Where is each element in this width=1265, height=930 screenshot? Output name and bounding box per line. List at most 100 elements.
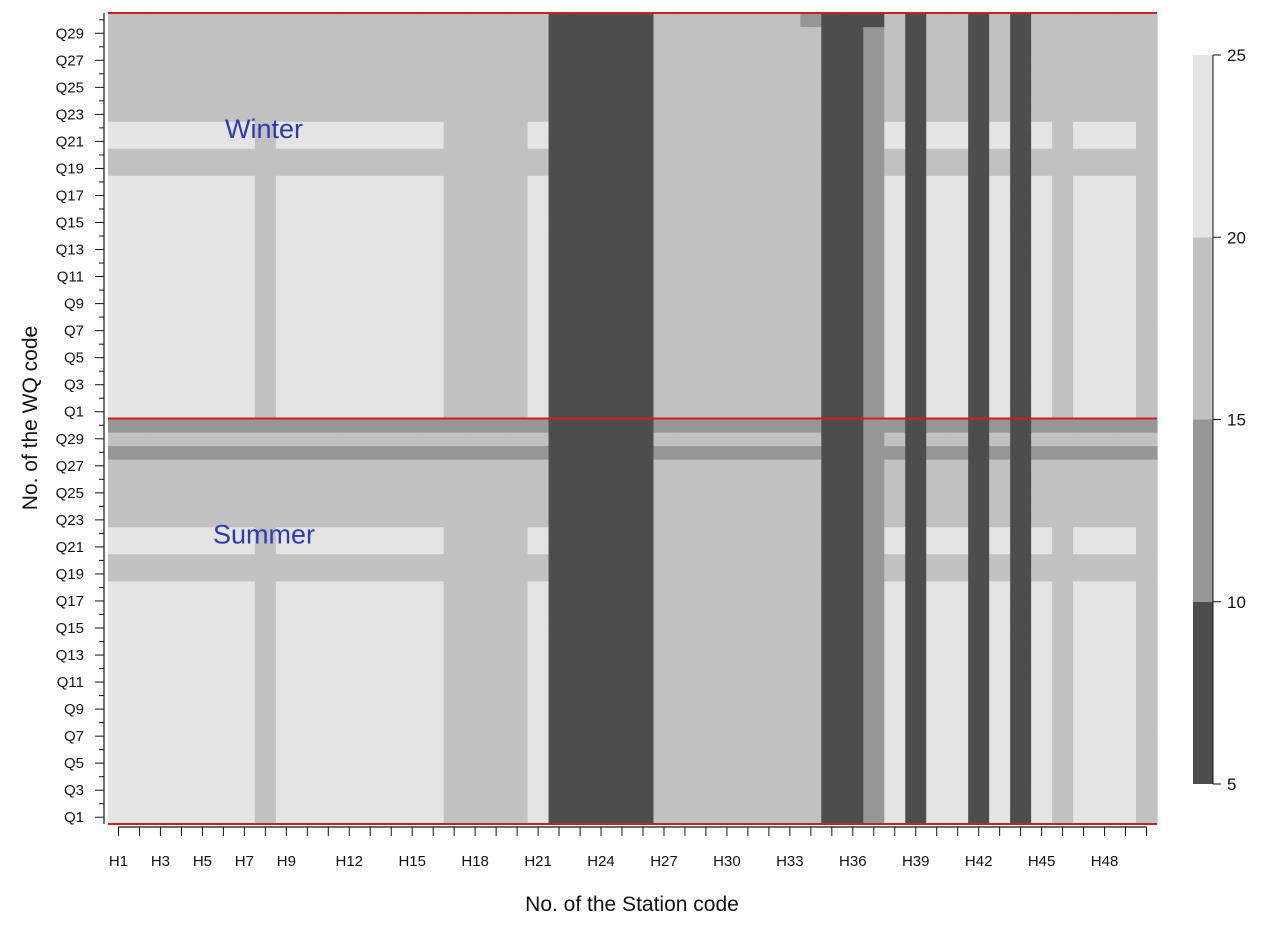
heatmap-cell-summer-q21-h19 (485, 540, 508, 555)
heatmap-cell-summer-q17-h3 (149, 594, 172, 609)
heatmap-cell-winter-q1-h1 (108, 404, 130, 420)
heatmap-cell-winter-q5-h37 (863, 350, 885, 366)
heatmap-cell-winter-q26-h49 (1115, 67, 1137, 82)
heatmap-cell-winter-q14-h38 (884, 229, 906, 244)
heatmap-cell-winter-q8-h8 (254, 310, 277, 325)
heatmap-cell-summer-q24-h18 (464, 499, 487, 514)
heatmap-cell-winter-q8-h19 (485, 310, 508, 325)
heatmap-cell-winter-q4-h33 (779, 364, 801, 379)
heatmap-cell-winter-q7-h31 (737, 323, 759, 338)
heatmap-cell-summer-q25-h49 (1115, 486, 1137, 501)
heatmap-cell-winter-q19-h32 (758, 161, 780, 176)
heatmap-cell-winter-q25-h29 (695, 80, 718, 95)
heatmap-cell-winter-q22-h24 (590, 121, 613, 136)
heatmap-cell-winter-q14-h18 (464, 229, 487, 244)
heatmap-cell-winter-q23-h34 (800, 107, 822, 122)
heatmap-cell-summer-q13-h26 (632, 648, 655, 663)
heatmap-cell-summer-q14-h10 (296, 634, 319, 649)
heatmap-cell-summer-q17-h8 (254, 594, 277, 609)
heatmap-cell-winter-q29-h16 (422, 26, 445, 41)
heatmap-cell-summer-q27-h18 (464, 459, 487, 474)
heatmap-cell-winter-q15-h8 (254, 215, 277, 230)
heatmap-cell-winter-q3-h34 (800, 377, 822, 393)
heatmap-cell-summer-q9-h24 (590, 702, 613, 717)
heatmap-cell-winter-q6-h14 (380, 337, 403, 352)
heatmap-cell-winter-q2-h20 (506, 391, 529, 406)
heatmap-cell-winter-q3-h24 (590, 377, 613, 393)
heatmap-cell-winter-q18-h24 (590, 175, 613, 190)
heatmap-cell-summer-q2-h16 (422, 796, 445, 812)
heatmap-cell-winter-q9-h2 (128, 296, 151, 311)
heatmap-cell-summer-q28-h11 (317, 445, 340, 460)
heatmap-cell-winter-q30-h44 (1010, 13, 1032, 28)
heatmap-cell-winter-q6-h17 (443, 337, 466, 352)
heatmap-cell-summer-q11-h2 (128, 675, 151, 690)
heatmap-cell-winter-q12-h9 (275, 256, 298, 271)
heatmap-cell-winter-q16-h24 (590, 202, 613, 217)
heatmap-cell-summer-q22-h15 (401, 526, 424, 541)
heatmap-cell-summer-q25-h15 (401, 486, 424, 501)
heatmap-cell-summer-q6-h37 (863, 742, 885, 758)
heatmap-cell-summer-q8-h24 (590, 715, 613, 730)
heatmap-cell-summer-q23-h17 (443, 513, 466, 528)
heatmap-cell-winter-q16-h36 (842, 202, 864, 217)
heatmap-cell-summer-q2-h2 (128, 796, 151, 812)
heatmap-cell-summer-q4-h37 (863, 769, 885, 785)
heatmap-cell-winter-q29-h29 (695, 26, 718, 41)
heatmap-cell-winter-q27-h35 (821, 53, 843, 68)
heatmap-cell-winter-q15-h7 (233, 215, 256, 230)
heatmap-cell-summer-q28-h20 (506, 445, 529, 460)
heatmap-cell-summer-q5-h2 (128, 756, 151, 771)
heatmap-cell-winter-q14-h31 (737, 229, 759, 244)
heatmap-cell-winter-q22-h7 (233, 121, 256, 136)
heatmap-cell-summer-q26-h35 (821, 472, 843, 487)
heatmap-cell-winter-q3-h21 (527, 377, 550, 393)
heatmap-cell-summer-q13-h11 (317, 648, 340, 663)
heatmap-cell-summer-q24-h38 (884, 499, 906, 514)
heatmap-cell-summer-q9-h4 (170, 702, 193, 717)
heatmap-cell-summer-q5-h9 (275, 756, 298, 771)
heatmap-cell-winter-q18-h45 (1031, 175, 1053, 190)
heatmap-cell-winter-q11-h22 (548, 269, 571, 284)
heatmap-cell-summer-q27-h31 (737, 459, 759, 474)
heatmap-cell-summer-q5-h28 (674, 756, 697, 771)
heatmap-cell-summer-q4-h46 (1052, 769, 1074, 785)
heatmap-cell-winter-q10-h26 (632, 283, 655, 298)
heatmap-cell-winter-q17-h40 (926, 188, 948, 203)
heatmap-cell-winter-q11-h41 (947, 269, 969, 284)
heatmap-cell-summer-q2-h24 (590, 796, 613, 812)
heatmap-cell-winter-q12-h43 (989, 256, 1011, 271)
heatmap-cell-winter-q5-h49 (1115, 350, 1137, 366)
heatmap-cell-winter-q24-h35 (821, 94, 843, 109)
heatmap-cell-summer-q23-h42 (968, 513, 990, 528)
heatmap-cell-summer-q7-h24 (590, 729, 613, 744)
heatmap-cell-winter-q9-h40 (926, 296, 948, 311)
heatmap-cell-winter-q19-h21 (527, 161, 550, 176)
heatmap-cell-summer-q3-h49 (1115, 783, 1137, 798)
heatmap-cell-summer-q19-h30 (716, 567, 738, 582)
heatmap-cell-summer-q10-h30 (716, 688, 738, 703)
heatmap-cell-summer-q7-h39 (905, 729, 927, 744)
heatmap-cell-winter-q4-h47 (1073, 364, 1095, 379)
heatmap-cell-winter-q11-h1 (108, 269, 130, 284)
heatmap-cell-winter-q17-h4 (170, 188, 193, 203)
heatmap-cell-winter-q23-h23 (569, 107, 592, 122)
heatmap-cell-summer-q13-h50 (1136, 648, 1158, 663)
heatmap-cell-winter-q7-h29 (695, 323, 718, 338)
heatmap-cell-summer-q17-h40 (926, 594, 948, 609)
heatmap-cell-winter-q11-h33 (779, 269, 801, 284)
heatmap-cell-summer-q23-h45 (1031, 513, 1053, 528)
heatmap-cell-summer-q7-h33 (779, 729, 801, 744)
heatmap-cell-winter-q7-h30 (716, 323, 738, 338)
heatmap-cell-winter-q20-h19 (485, 148, 508, 163)
heatmap-cell-winter-q5-h12 (338, 350, 361, 366)
heatmap-cell-summer-q14-h12 (338, 634, 361, 649)
heatmap-cell-summer-q16-h13 (359, 607, 382, 622)
heatmap-cell-summer-q12-h50 (1136, 661, 1158, 676)
heatmap-cell-winter-q23-h14 (380, 107, 403, 122)
heatmap-cell-summer-q5-h49 (1115, 756, 1137, 771)
heatmap-cell-winter-q23-h35 (821, 107, 843, 122)
heatmap-cell-winter-q6-h25 (611, 337, 634, 352)
heatmap-cell-summer-q30-h6 (212, 418, 235, 433)
heatmap-cell-winter-q25-h50 (1136, 80, 1158, 95)
